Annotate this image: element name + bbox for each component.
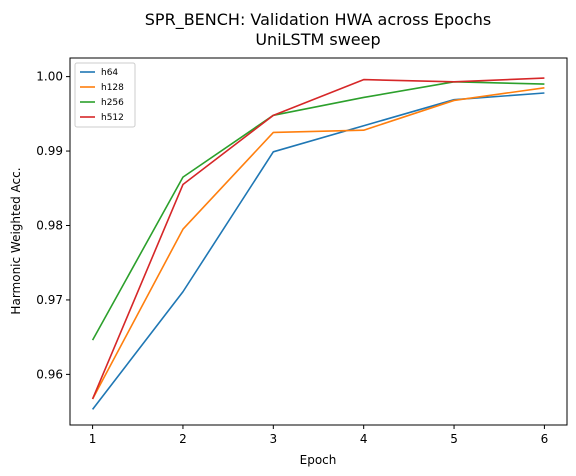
legend-label: h512 — [101, 113, 124, 123]
y-tick-label: 0.98 — [36, 218, 63, 232]
series-layer — [91, 77, 545, 410]
series-line-h512 — [91, 77, 545, 400]
legend-label: h256 — [101, 98, 124, 108]
series-line-h64 — [91, 92, 545, 410]
y-tick-label: 1.00 — [36, 70, 63, 84]
y-tick-label: 0.97 — [36, 293, 63, 307]
series-line-h128 — [91, 86, 545, 400]
x-tick-label: 6 — [541, 432, 549, 446]
plot-frame — [69, 57, 568, 426]
x-tick-label: 5 — [450, 432, 458, 446]
x-axis: 1 2 3 4 5 6 — [89, 425, 548, 446]
x-tick-label: 3 — [269, 432, 277, 446]
x-tick-label: 1 — [89, 432, 97, 446]
legend: h64 h128 h256 h512 — [74, 62, 136, 128]
legend-label: h64 — [101, 68, 118, 78]
chart-subtitle: UniLSTM sweep — [255, 30, 380, 49]
chart-title: SPR_BENCH: Validation HWA across Epochs — [145, 10, 491, 30]
y-axis: 0.96 0.97 0.98 0.99 1.00 — [36, 70, 70, 381]
x-axis-label: Epoch — [300, 453, 337, 467]
y-tick-label: 0.96 — [36, 367, 63, 381]
x-tick-label: 4 — [360, 432, 368, 446]
x-tick-label: 2 — [179, 432, 187, 446]
legend-label: h128 — [101, 83, 124, 93]
legend-box — [74, 62, 136, 128]
series-line-h256 — [91, 81, 545, 341]
y-axis-label: Harmonic Weighted Acc. — [9, 167, 23, 314]
y-tick-label: 0.99 — [36, 144, 63, 158]
